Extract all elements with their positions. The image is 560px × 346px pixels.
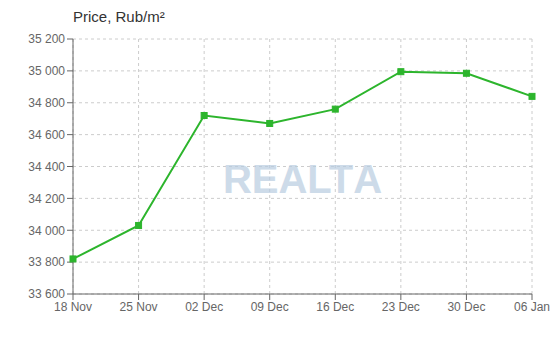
svg-text:34 400: 34 400 xyxy=(28,160,65,174)
svg-text:34 200: 34 200 xyxy=(28,192,65,206)
svg-text:34 600: 34 600 xyxy=(28,128,65,142)
svg-text:02 Dec: 02 Dec xyxy=(185,300,223,314)
svg-text:25 Nov: 25 Nov xyxy=(120,300,158,314)
svg-text:23 Dec: 23 Dec xyxy=(382,300,420,314)
svg-text:34 000: 34 000 xyxy=(28,224,65,238)
svg-text:35 200: 35 200 xyxy=(28,32,65,46)
svg-text:09 Dec: 09 Dec xyxy=(251,300,289,314)
svg-text:06 Jan: 06 Jan xyxy=(514,300,550,314)
svg-text:35 000: 35 000 xyxy=(28,64,65,78)
html-text:REALTА: REALTА xyxy=(222,157,383,202)
svg-text:30 Dec: 30 Dec xyxy=(447,300,485,314)
html-text:Price, Rub/m²: Price, Rub/m² xyxy=(73,8,165,25)
svg-text:16 Dec: 16 Dec xyxy=(316,300,354,314)
svg-text:34 800: 34 800 xyxy=(28,96,65,110)
svg-text:33 600: 33 600 xyxy=(28,287,65,301)
svg-text:33 800: 33 800 xyxy=(28,255,65,269)
svg-text:18 Nov: 18 Nov xyxy=(54,300,92,314)
